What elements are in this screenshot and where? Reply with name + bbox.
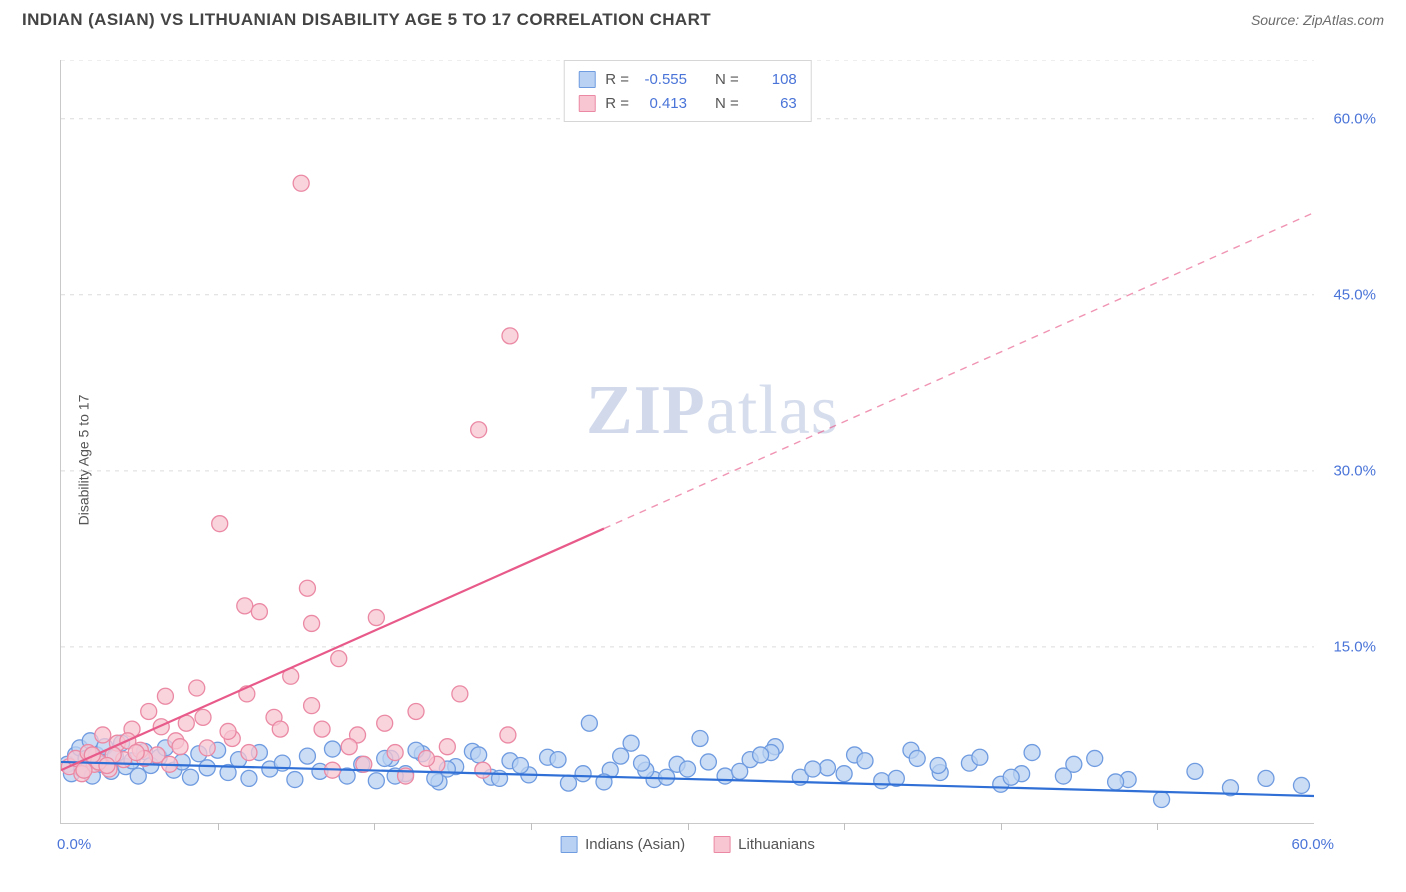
x-tick xyxy=(688,823,689,830)
legend-item: Indians (Asian) xyxy=(560,836,685,853)
stats-r-label: R = xyxy=(605,71,629,88)
chart-header: INDIAN (ASIAN) VS LITHUANIAN DISABILITY … xyxy=(0,0,1406,36)
chart-container: Disability Age 5 to 17 R = -0.555 N = 10… xyxy=(22,48,1384,872)
x-tick xyxy=(374,823,375,830)
plot-area: R = -0.555 N = 108 R = 0.413 N = 63 ZIPa… xyxy=(60,60,1314,824)
x-tick xyxy=(531,823,532,830)
trendlines-layer xyxy=(61,60,1314,823)
grid-layer xyxy=(61,60,1314,823)
legend-item: Lithuanians xyxy=(713,836,815,853)
points-layer xyxy=(61,60,1314,823)
stats-row: R = -0.555 N = 108 xyxy=(578,67,797,91)
stats-swatch xyxy=(578,95,595,112)
chart-source: Source: ZipAtlas.com xyxy=(1251,12,1384,28)
x-tick xyxy=(1157,823,1158,830)
legend-label: Indians (Asian) xyxy=(585,836,685,853)
legend-swatch xyxy=(560,836,577,853)
stats-n-label: N = xyxy=(715,95,739,112)
chart-title: INDIAN (ASIAN) VS LITHUANIAN DISABILITY … xyxy=(22,10,711,30)
stats-n-label: N = xyxy=(715,71,739,88)
legend-label: Lithuanians xyxy=(738,836,815,853)
stats-legend-box: R = -0.555 N = 108 R = 0.413 N = 63 xyxy=(563,60,812,122)
y-tick-label: 15.0% xyxy=(1333,638,1376,655)
y-tick-label: 60.0% xyxy=(1333,110,1376,127)
x-tick xyxy=(1001,823,1002,830)
stats-r-value: 0.413 xyxy=(639,95,687,112)
stats-r-label: R = xyxy=(605,95,629,112)
x-axis-max-label: 60.0% xyxy=(1291,836,1334,853)
stats-row: R = 0.413 N = 63 xyxy=(578,91,797,115)
x-axis-min-label: 0.0% xyxy=(57,836,91,853)
x-tick xyxy=(218,823,219,830)
x-tick xyxy=(844,823,845,830)
stats-r-value: -0.555 xyxy=(639,71,687,88)
stats-n-value: 63 xyxy=(749,95,797,112)
watermark: ZIPatlas xyxy=(586,371,839,451)
y-tick-label: 45.0% xyxy=(1333,286,1376,303)
y-tick-label: 30.0% xyxy=(1333,462,1376,479)
stats-n-value: 108 xyxy=(749,71,797,88)
legend-swatch xyxy=(713,836,730,853)
series-legend: Indians (Asian) Lithuanians xyxy=(560,836,815,853)
stats-swatch xyxy=(578,71,595,88)
